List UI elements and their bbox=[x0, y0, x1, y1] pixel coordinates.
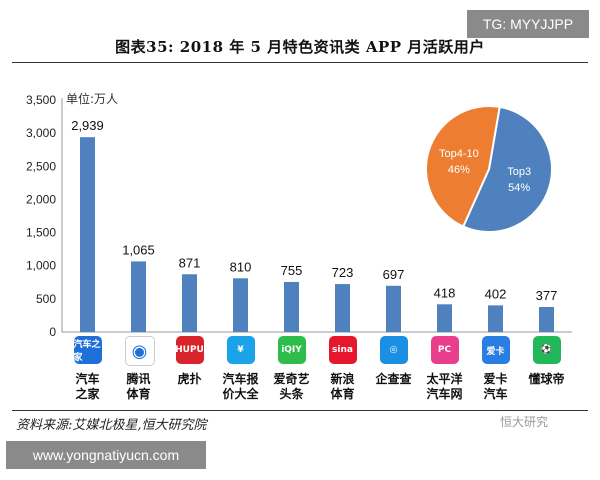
category-label-line: 体育 bbox=[126, 387, 151, 401]
category-label-line: 头条 bbox=[279, 387, 304, 401]
category-label: 虎扑 bbox=[164, 372, 216, 387]
category-label-line: 太平洋 bbox=[426, 372, 463, 386]
category-label: 腾讯 体育 bbox=[113, 372, 165, 402]
pie-percent-label: 46% bbox=[448, 164, 470, 176]
data-label: 871 bbox=[179, 255, 201, 270]
xcar-icon: 爱卡 bbox=[481, 336, 510, 364]
category-label-line: 价大全 bbox=[222, 387, 259, 401]
y-tick-label: 1,000 bbox=[26, 259, 56, 273]
category-label-line: 虎扑 bbox=[177, 372, 202, 386]
data-label: 1,065 bbox=[122, 242, 155, 257]
category-label: 爱奇艺 头条 bbox=[266, 372, 318, 402]
autohome-icon: 汽车之家 bbox=[73, 336, 102, 364]
y-tick-label: 2,500 bbox=[26, 159, 56, 173]
category-label: 汽车报 价大全 bbox=[215, 372, 267, 402]
bar bbox=[335, 284, 350, 332]
y-tick-label: 2,000 bbox=[26, 192, 56, 206]
qichacha-icon: ◎ bbox=[379, 336, 408, 364]
dongqiudi-icon: ⚽ bbox=[532, 336, 561, 364]
source-divider bbox=[12, 410, 588, 411]
data-label: 402 bbox=[485, 286, 507, 301]
category-label-line: 汽车 bbox=[75, 372, 100, 386]
category-label-line: 爱卡 bbox=[483, 372, 508, 386]
bar bbox=[386, 285, 401, 332]
category-label-line: 之家 bbox=[75, 387, 100, 401]
source-note: 资料来源:艾媒北极星,恒大研究院 bbox=[16, 418, 207, 433]
category-label: 新浪 体育 bbox=[317, 372, 369, 402]
category-label-line: 汽车报 bbox=[222, 372, 259, 386]
hupu-icon: HUPU bbox=[175, 336, 204, 364]
category-label-line: 爱奇艺 bbox=[273, 372, 310, 386]
category-label: 懂球帝 bbox=[521, 372, 573, 387]
tencent-sports-icon: ◉ bbox=[124, 336, 155, 366]
watermark-bottom: www.yongnatiyucn.com bbox=[6, 441, 206, 469]
bar bbox=[233, 278, 248, 332]
y-tick-label: 3,500 bbox=[26, 93, 56, 107]
chart-title: 图表35: 2018 年 5 月特色资讯类 APP 月活跃用户 bbox=[115, 38, 485, 56]
data-label: 697 bbox=[383, 267, 405, 282]
bar bbox=[131, 261, 146, 332]
bar bbox=[539, 307, 554, 332]
pie-percent-label: 54% bbox=[508, 182, 530, 194]
bar bbox=[437, 304, 452, 332]
category-label: 汽车 之家 bbox=[62, 372, 114, 402]
watermark-brand: 恒大研究 bbox=[500, 415, 549, 429]
data-label: 810 bbox=[230, 259, 252, 274]
y-tick-label: 500 bbox=[36, 292, 56, 306]
category-label-line: 懂球帝 bbox=[528, 372, 565, 386]
data-label: 377 bbox=[536, 288, 558, 303]
title-divider bbox=[12, 62, 588, 63]
pie-label: Top4-10 bbox=[439, 148, 479, 160]
category-label-line: 腾讯 bbox=[126, 372, 151, 386]
data-label: 755 bbox=[281, 263, 303, 278]
bar bbox=[488, 305, 503, 332]
category-label-line: 汽车 bbox=[483, 387, 508, 401]
bar bbox=[182, 274, 197, 332]
sina-sports-icon: sina bbox=[328, 336, 357, 364]
car-price-icon: ¥ bbox=[226, 336, 255, 364]
y-tick-label: 0 bbox=[49, 325, 56, 339]
unit-label: 单位:万人 bbox=[66, 92, 119, 106]
pcauto-icon: PC bbox=[430, 336, 459, 364]
bar bbox=[80, 137, 95, 332]
watermark-top: TG: MYYJJPP bbox=[467, 10, 589, 38]
category-label: 企查查 bbox=[368, 372, 420, 387]
category-label-line: 企查查 bbox=[375, 372, 412, 386]
y-tick-label: 1,500 bbox=[26, 226, 56, 240]
y-tick-label: 3,000 bbox=[26, 126, 56, 140]
data-label: 723 bbox=[332, 265, 354, 280]
category-label-line: 体育 bbox=[330, 387, 355, 401]
pie-slice bbox=[425, 105, 501, 228]
data-label: 418 bbox=[434, 285, 456, 300]
category-label: 太平洋 汽车网 bbox=[419, 372, 471, 402]
iqiyi-headline-icon: iQIY bbox=[277, 336, 306, 364]
pie-slice bbox=[461, 105, 553, 233]
category-label-line: 汽车网 bbox=[426, 387, 463, 401]
category-label-line: 新浪 bbox=[330, 372, 355, 386]
data-label: 2,939 bbox=[71, 118, 104, 133]
category-label: 爱卡 汽车 bbox=[470, 372, 522, 402]
bar bbox=[284, 281, 299, 332]
pie-label: Top3 bbox=[507, 166, 531, 178]
